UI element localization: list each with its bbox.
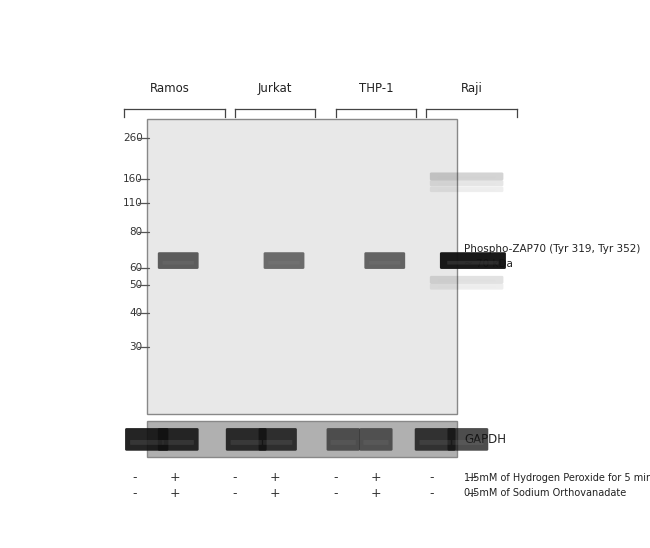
Text: -: - — [132, 487, 136, 500]
Text: +: + — [466, 471, 477, 484]
Text: Ramos: Ramos — [150, 82, 189, 95]
FancyBboxPatch shape — [369, 261, 400, 265]
Text: 30: 30 — [129, 342, 143, 352]
Text: 260: 260 — [123, 133, 143, 142]
Bar — [147, 118, 456, 414]
Text: 60: 60 — [129, 262, 143, 273]
Text: Raji: Raji — [461, 82, 482, 95]
FancyBboxPatch shape — [430, 180, 503, 186]
FancyBboxPatch shape — [158, 428, 199, 450]
Text: 40: 40 — [129, 309, 143, 318]
Text: -: - — [333, 487, 338, 500]
FancyBboxPatch shape — [130, 440, 163, 445]
FancyBboxPatch shape — [363, 440, 389, 445]
Text: -: - — [429, 471, 434, 484]
Text: 1.5mM of Hydrogen Peroxide for 5 mins: 1.5mM of Hydrogen Peroxide for 5 mins — [464, 472, 650, 483]
FancyBboxPatch shape — [447, 261, 499, 265]
Text: -: - — [429, 487, 434, 500]
Text: -: - — [132, 471, 136, 484]
Text: -: - — [333, 471, 338, 484]
Text: GAPDH: GAPDH — [464, 433, 506, 446]
Text: 80: 80 — [129, 227, 143, 237]
Text: 160: 160 — [123, 174, 143, 184]
Text: 110: 110 — [123, 198, 143, 208]
Text: Jurkat: Jurkat — [258, 82, 292, 95]
FancyBboxPatch shape — [231, 440, 262, 445]
Text: +: + — [169, 487, 180, 500]
FancyBboxPatch shape — [430, 187, 503, 192]
FancyBboxPatch shape — [326, 428, 360, 450]
Text: 0.5mM of Sodium Orthovanadate: 0.5mM of Sodium Orthovanadate — [464, 488, 627, 498]
FancyBboxPatch shape — [430, 276, 503, 284]
FancyBboxPatch shape — [365, 252, 405, 269]
Text: +: + — [270, 471, 281, 484]
FancyBboxPatch shape — [162, 440, 194, 445]
Text: -: - — [233, 471, 237, 484]
FancyBboxPatch shape — [263, 440, 292, 445]
FancyBboxPatch shape — [158, 252, 199, 269]
Text: +: + — [169, 471, 180, 484]
Text: 50: 50 — [129, 281, 143, 290]
FancyBboxPatch shape — [430, 283, 503, 289]
FancyBboxPatch shape — [447, 428, 488, 450]
FancyBboxPatch shape — [440, 252, 506, 269]
FancyBboxPatch shape — [264, 252, 304, 269]
FancyBboxPatch shape — [419, 440, 450, 445]
Bar — [147, 421, 456, 458]
FancyBboxPatch shape — [452, 440, 484, 445]
FancyBboxPatch shape — [162, 261, 194, 265]
Text: Phospho-ZAP70 (Tyr 319, Tyr 352)
~ 70 kDa: Phospho-ZAP70 (Tyr 319, Tyr 352) ~ 70 kD… — [464, 244, 640, 269]
Text: +: + — [370, 471, 382, 484]
FancyBboxPatch shape — [226, 428, 266, 450]
FancyBboxPatch shape — [415, 428, 456, 450]
FancyBboxPatch shape — [359, 428, 393, 450]
Text: +: + — [370, 487, 382, 500]
FancyBboxPatch shape — [430, 173, 503, 180]
FancyBboxPatch shape — [259, 428, 297, 450]
FancyBboxPatch shape — [268, 261, 300, 265]
FancyBboxPatch shape — [331, 440, 356, 445]
Text: +: + — [270, 487, 281, 500]
Text: +: + — [466, 487, 477, 500]
FancyBboxPatch shape — [125, 428, 168, 450]
Text: -: - — [233, 487, 237, 500]
Text: THP-1: THP-1 — [359, 82, 393, 95]
